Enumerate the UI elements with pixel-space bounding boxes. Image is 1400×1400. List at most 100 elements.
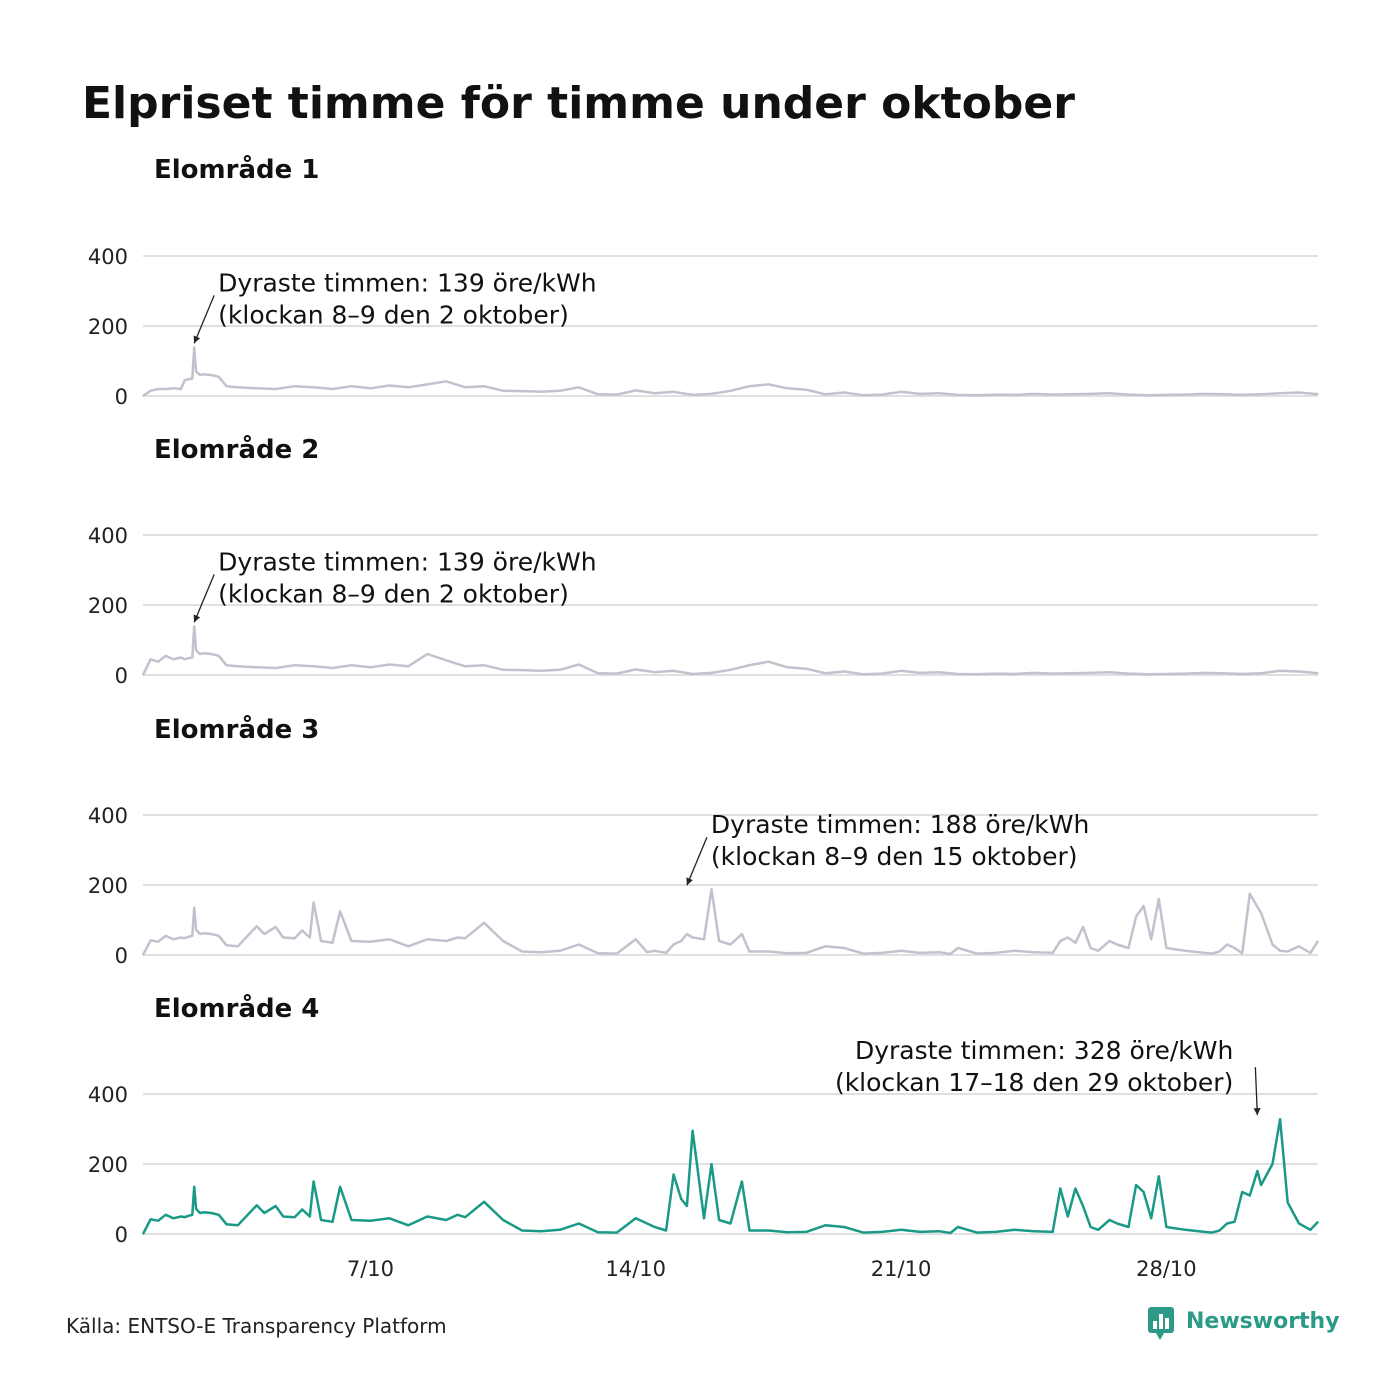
- data-point: [172, 658, 174, 660]
- data-point: [957, 394, 959, 396]
- annotation-arrow: [193, 295, 215, 344]
- data-point: [1271, 1163, 1274, 1165]
- data-point: [1052, 1231, 1054, 1233]
- data-point: [187, 936, 190, 938]
- annotation-text: Dyraste timmen: 139 öre/kWh: [218, 547, 596, 576]
- data-point: [1309, 1229, 1312, 1231]
- panel-title: Elområde 4: [154, 992, 319, 1024]
- data-point: [1059, 940, 1061, 942]
- data-point: [407, 1224, 409, 1226]
- data-point: [502, 940, 504, 942]
- data-point: [1256, 1170, 1258, 1172]
- data-point: [1014, 394, 1016, 396]
- data-point: [786, 666, 788, 668]
- data-point: [426, 1215, 428, 1218]
- data-point: [225, 664, 227, 666]
- data-point: [540, 670, 542, 672]
- data-point: [199, 374, 201, 376]
- data-point: [540, 951, 542, 953]
- data-point: [172, 938, 174, 940]
- data-point: [195, 370, 197, 373]
- data-point: [350, 385, 353, 387]
- data-point: [862, 1232, 864, 1234]
- x-tick-label: 21/10: [871, 1257, 932, 1281]
- data-point: [786, 1231, 788, 1233]
- panel-1: Elområde 1 0 200 400 Dyraste timmen: 139 öre…: [88, 153, 1319, 409]
- data-point: [502, 1219, 504, 1221]
- data-point: [195, 929, 197, 931]
- data-point: [900, 950, 902, 952]
- data-point: [635, 1217, 637, 1219]
- data-point: [1234, 1221, 1236, 1223]
- data-point: [1014, 1229, 1016, 1231]
- data-point: [210, 374, 212, 376]
- data-point: [195, 649, 197, 652]
- data-point: [938, 671, 940, 673]
- y-tick-label: 0: [115, 1223, 128, 1247]
- annotation-arrowhead: [686, 877, 693, 886]
- y-tick-label: 200: [88, 594, 128, 618]
- data-point: [862, 673, 864, 675]
- data-point: [1184, 394, 1186, 396]
- data-point: [686, 933, 688, 935]
- data-point: [521, 950, 523, 953]
- data-point: [1309, 952, 1312, 954]
- data-point: [193, 907, 195, 909]
- data-point: [995, 952, 997, 954]
- data-point: [673, 391, 675, 393]
- data-point: [1150, 938, 1152, 940]
- annotation-arrowhead: [193, 614, 201, 623]
- data-point: [149, 939, 152, 941]
- y-tick-label: 400: [88, 245, 128, 269]
- data-point: [256, 387, 258, 389]
- data-point: [331, 667, 334, 669]
- data-point: [1052, 952, 1054, 954]
- data-point: [673, 1173, 675, 1176]
- data-point: [786, 952, 788, 954]
- brand-logo: Newsworthy: [1148, 1307, 1340, 1340]
- data-point: [1146, 394, 1149, 396]
- data-point: [646, 1222, 648, 1225]
- data-point: [900, 391, 902, 393]
- data-point: [142, 1233, 144, 1235]
- data-point: [184, 937, 186, 939]
- data-point: [225, 385, 227, 387]
- data-point: [862, 953, 864, 955]
- data-point: [597, 393, 599, 395]
- data-point: [703, 938, 705, 940]
- data-point: [741, 1180, 743, 1183]
- data-point: [1135, 1184, 1137, 1186]
- data-point: [1203, 952, 1205, 954]
- data-point: [180, 388, 182, 390]
- data-point: [1241, 394, 1243, 396]
- data-point: [748, 385, 751, 387]
- data-point: [502, 390, 504, 392]
- panel-title: Elområde 1: [154, 153, 319, 185]
- data-point: [294, 937, 296, 939]
- data-point: [203, 652, 205, 654]
- data-point: [1241, 1191, 1243, 1193]
- y-tick-label: 400: [88, 524, 128, 548]
- data-point: [149, 658, 152, 660]
- data-point: [187, 657, 190, 659]
- brand-name: Newsworthy: [1186, 1309, 1340, 1334]
- data-point: [1067, 936, 1069, 939]
- data-point: [1279, 950, 1281, 952]
- data-point: [1074, 1187, 1077, 1190]
- peak-annotation: Dyraste timmen: 139 öre/kWh (klockan 8–9 …: [193, 547, 597, 623]
- data-point: [938, 1230, 940, 1232]
- data-point: [881, 1231, 883, 1233]
- series-line: [142, 346, 1319, 398]
- data-point: [824, 672, 826, 674]
- data-point: [1260, 393, 1262, 395]
- data-point: [616, 394, 618, 396]
- data-point: [805, 952, 807, 954]
- data-point: [445, 940, 447, 942]
- data-point: [1279, 670, 1281, 672]
- data-point: [748, 664, 751, 666]
- data-point: [559, 1229, 561, 1231]
- y-tick-label: 200: [88, 874, 128, 898]
- data-point: [184, 658, 186, 660]
- data-point: [350, 664, 353, 666]
- data-point: [1298, 391, 1300, 394]
